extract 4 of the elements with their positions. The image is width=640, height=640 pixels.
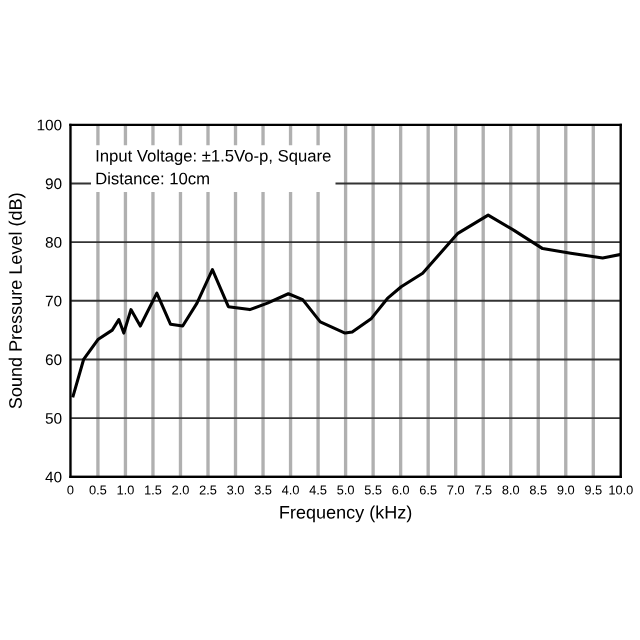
annotation: Input Voltage: ±1.5Vo-p, Square: [96, 149, 331, 165]
annotation: Distance: 10cm: [96, 172, 209, 185]
y-axis-title: Sound Pressure Level (dB): [8, 193, 26, 409]
x-axis-title: Frequency (kHz): [280, 505, 412, 523]
